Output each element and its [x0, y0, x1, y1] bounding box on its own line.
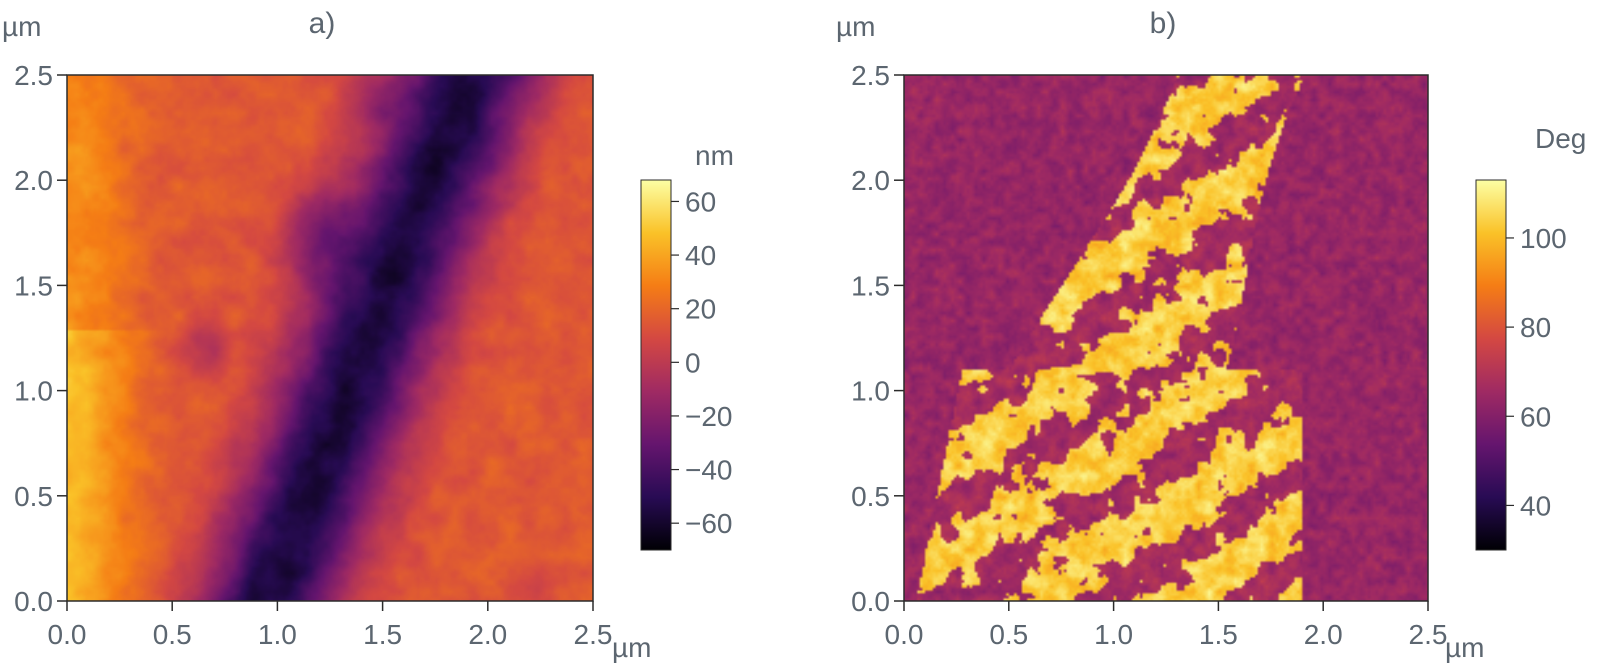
panel-a-y-tick-label: 2.0: [14, 165, 53, 196]
panel-b-x-tick-label: 2.5: [1409, 619, 1448, 650]
panel-a-map: [66, 74, 594, 602]
panel-a-colorbar-tick-label: −60: [685, 508, 733, 539]
panel-b-colorbar: Deg 40 60 80 100: [1475, 123, 1586, 551]
panel-a-colorbar-tick-label: −20: [685, 401, 733, 432]
panel-a-colorbar-unit: nm: [695, 140, 734, 171]
panel-a-y-tick-label: 2.5: [14, 60, 53, 91]
panel-b-x-tick-label: 0.5: [989, 619, 1028, 650]
panel-a-colorbar-ticks: −60 −40 −20 0 20 40 60: [671, 186, 733, 539]
panel-b-y-tick-label: 2.0: [851, 165, 890, 196]
panel-a-height-image: [67, 75, 593, 601]
panel-b-map: [903, 74, 1429, 602]
panel-b-colorbar-tick-label: 100: [1520, 223, 1567, 254]
panel-b-colorbar-bar: [1475, 179, 1507, 551]
panel-b-x-tick-label: 1.5: [1199, 619, 1238, 650]
panel-b-x-tick-label: 1.0: [1094, 619, 1133, 650]
panel-a-x-tick-label: 1.5: [363, 619, 402, 650]
panel-a-colorbar-tick-label: 40: [685, 240, 716, 271]
panel-a-y-unit: µm: [2, 11, 41, 42]
panel-a-axes: 0.0 0.5 1.0 1.5 2.0 2.5 0.0 0.5 1.0 1.5 2.0 2.5: [14, 60, 612, 650]
panel-b-phase-image: [904, 75, 1428, 601]
panel-b-x-tick-label: 2.0: [1304, 619, 1343, 650]
panel-b-frame: [903, 74, 1429, 602]
panel-b-y-tick-label: 2.5: [851, 60, 890, 91]
panel-b: b) µm 0.0 0.5 1.0 1.5 2.0 2.5 0.0 0.5 1.0 1.5 2.0 2…: [836, 7, 1586, 663]
panel-a-colorbar-bar: [640, 179, 672, 551]
panel-b-x-tick-label: 0.0: [885, 619, 924, 650]
panel-b-y-tick-label: 1.0: [851, 376, 890, 407]
panel-a-y-tick-label: 1.5: [14, 270, 53, 301]
panel-a-label: a): [309, 7, 336, 40]
panel-a-x-tick-label: 2.5: [574, 619, 613, 650]
panel-a-y-tick-label: 0.5: [14, 481, 53, 512]
panel-b-y-unit: µm: [836, 11, 875, 42]
panel-b-y-tick-label: 1.5: [851, 270, 890, 301]
panel-a-x-tick-label: 0.0: [48, 619, 87, 650]
panel-a-x-tick-label: 2.0: [468, 619, 507, 650]
panel-a-colorbar: nm −60 −40 −20 0 20 40 60: [640, 140, 734, 551]
panel-a-colorbar-tick-label: −40: [685, 455, 733, 486]
panel-a-frame: [66, 74, 594, 602]
panel-b-colorbar-unit: Deg: [1535, 123, 1586, 154]
panel-b-colorbar-ticks: 40 60 80 100: [1506, 223, 1567, 521]
panel-b-colorbar-tick-label: 40: [1520, 490, 1551, 521]
panel-a-x-tick-label: 0.5: [153, 619, 192, 650]
panel-a-x-tick-label: 1.0: [258, 619, 297, 650]
panel-a-x-unit: µm: [612, 632, 651, 663]
panel-b-colorbar-tick-label: 60: [1520, 401, 1551, 432]
panel-a-colorbar-tick-label: 60: [685, 186, 716, 217]
panel-b-axes: 0.0 0.5 1.0 1.5 2.0 2.5 0.0 0.5 1.0 1.5 2.0 2.5: [851, 60, 1447, 650]
panel-b-colorbar-tick-label: 80: [1520, 312, 1551, 343]
panel-a: a) µm 0.0 0.5 1.0 1.5 2.0 2.5 0.0 0.5 1.0 1.5 2.0 2…: [2, 7, 734, 663]
panel-a-y-tick-label: 0.0: [14, 586, 53, 617]
panel-b-x-unit: µm: [1445, 632, 1484, 663]
panel-b-label: b): [1150, 7, 1177, 40]
panel-a-colorbar-tick-label: 20: [685, 294, 716, 325]
panel-b-y-tick-label: 0.5: [851, 481, 890, 512]
panel-b-y-tick-label: 0.0: [851, 586, 890, 617]
panel-a-colorbar-tick-label: 0: [685, 347, 701, 378]
panel-a-y-tick-label: 1.0: [14, 376, 53, 407]
